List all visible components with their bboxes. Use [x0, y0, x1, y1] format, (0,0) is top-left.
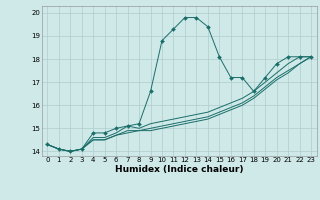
X-axis label: Humidex (Indice chaleur): Humidex (Indice chaleur) — [115, 165, 244, 174]
